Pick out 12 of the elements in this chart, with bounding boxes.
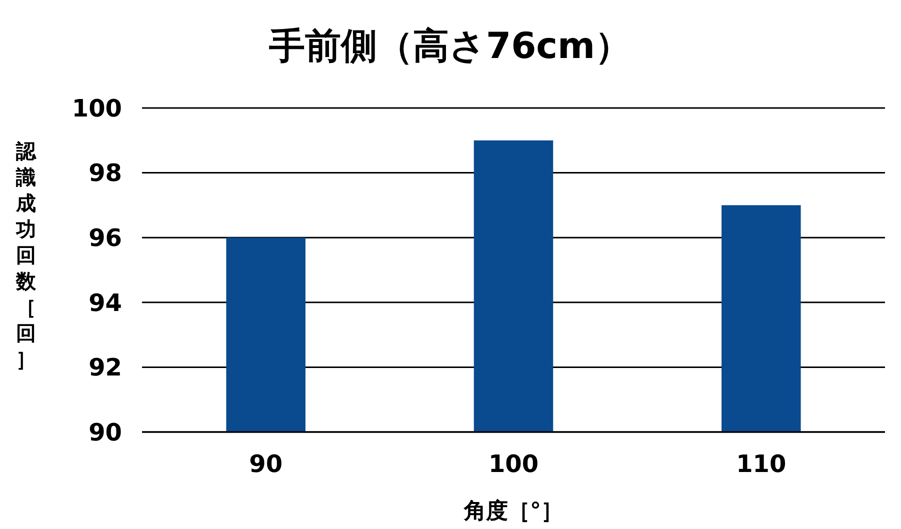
x-axis-title: 角度［°］ bbox=[463, 498, 563, 524]
y-tick-label: 98 bbox=[88, 159, 122, 188]
y-tick-label: 100 bbox=[72, 94, 122, 122]
x-tick-label: 90 bbox=[249, 450, 283, 478]
chart-title: 手前側（高さ76cm） bbox=[269, 26, 631, 67]
x-tick-label: 110 bbox=[736, 450, 786, 478]
y-tick-label: 90 bbox=[88, 418, 122, 446]
y-tick-label: 94 bbox=[88, 288, 122, 317]
text: 認識成功回数［回］ bbox=[16, 139, 36, 371]
y-tick-label: 96 bbox=[88, 224, 122, 252]
y-tick-label: 92 bbox=[88, 354, 122, 382]
x-tick-label: 100 bbox=[488, 450, 539, 478]
